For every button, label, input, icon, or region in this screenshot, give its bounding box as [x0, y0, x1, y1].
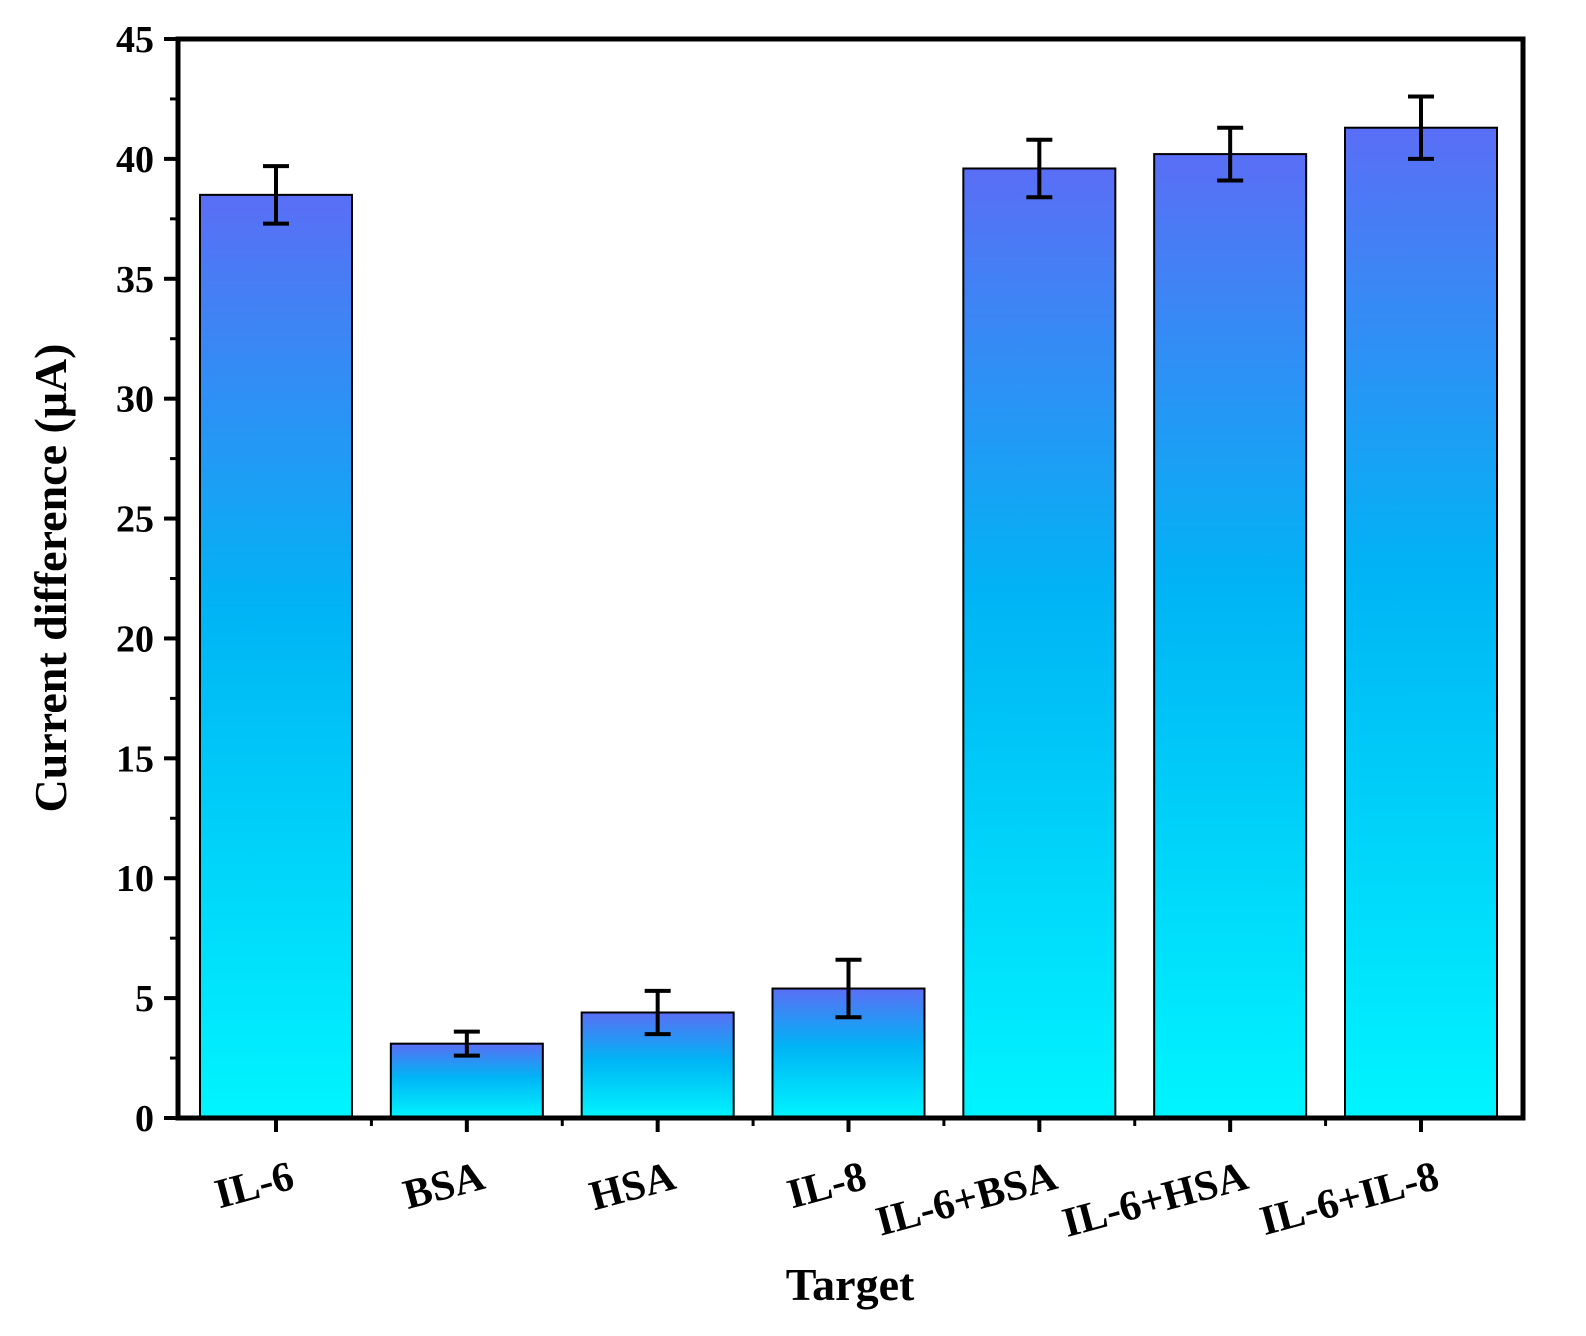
error-bars-group [263, 94, 1434, 1058]
error-bar [1026, 137, 1053, 200]
bar-il-6-bsa [962, 167, 1117, 1120]
error-bar [835, 957, 862, 1020]
x-tick-label: IL-6+IL-8 [1255, 1153, 1443, 1245]
y-tick-label: 30 [116, 379, 154, 421]
x-tick-label: IL-6+HSA [1058, 1153, 1254, 1247]
plot-frame [175, 36, 1526, 1121]
bar-il-6-il-8 [1344, 126, 1498, 1120]
bars-group [199, 126, 1498, 1120]
y-tick-label: 45 [116, 19, 154, 61]
y-tick-label: 10 [116, 858, 154, 900]
x-tick-label: IL-6 [210, 1153, 299, 1218]
y-axis: 0 5 10 15 20 25 30 35 40 45 [116, 19, 178, 1140]
y-tick-label: 40 [116, 139, 154, 181]
error-bar [1217, 125, 1244, 183]
y-tick-label: 0 [135, 1098, 154, 1140]
error-bar [1408, 94, 1434, 161]
y-axis-title: Current difference (μA) [25, 344, 76, 813]
error-bar [453, 1029, 480, 1058]
x-tick-label: IL-8 [783, 1153, 872, 1218]
x-tick-label: BSA [399, 1153, 490, 1219]
y-tick-label: 20 [116, 618, 154, 660]
y-tick-label: 5 [135, 978, 154, 1020]
y-tick-label: 15 [116, 738, 154, 780]
x-tick-label: IL-6+BSA [871, 1153, 1062, 1245]
bar-il-6 [199, 193, 353, 1120]
error-bar [263, 164, 289, 226]
x-tick-label: HSA [585, 1153, 681, 1220]
x-axis-title: Target [786, 1259, 915, 1310]
bar-il-6-hsa [1153, 153, 1308, 1120]
y-tick-label: 25 [116, 499, 154, 541]
error-bar [644, 988, 671, 1037]
y-tick-label: 35 [116, 259, 154, 301]
